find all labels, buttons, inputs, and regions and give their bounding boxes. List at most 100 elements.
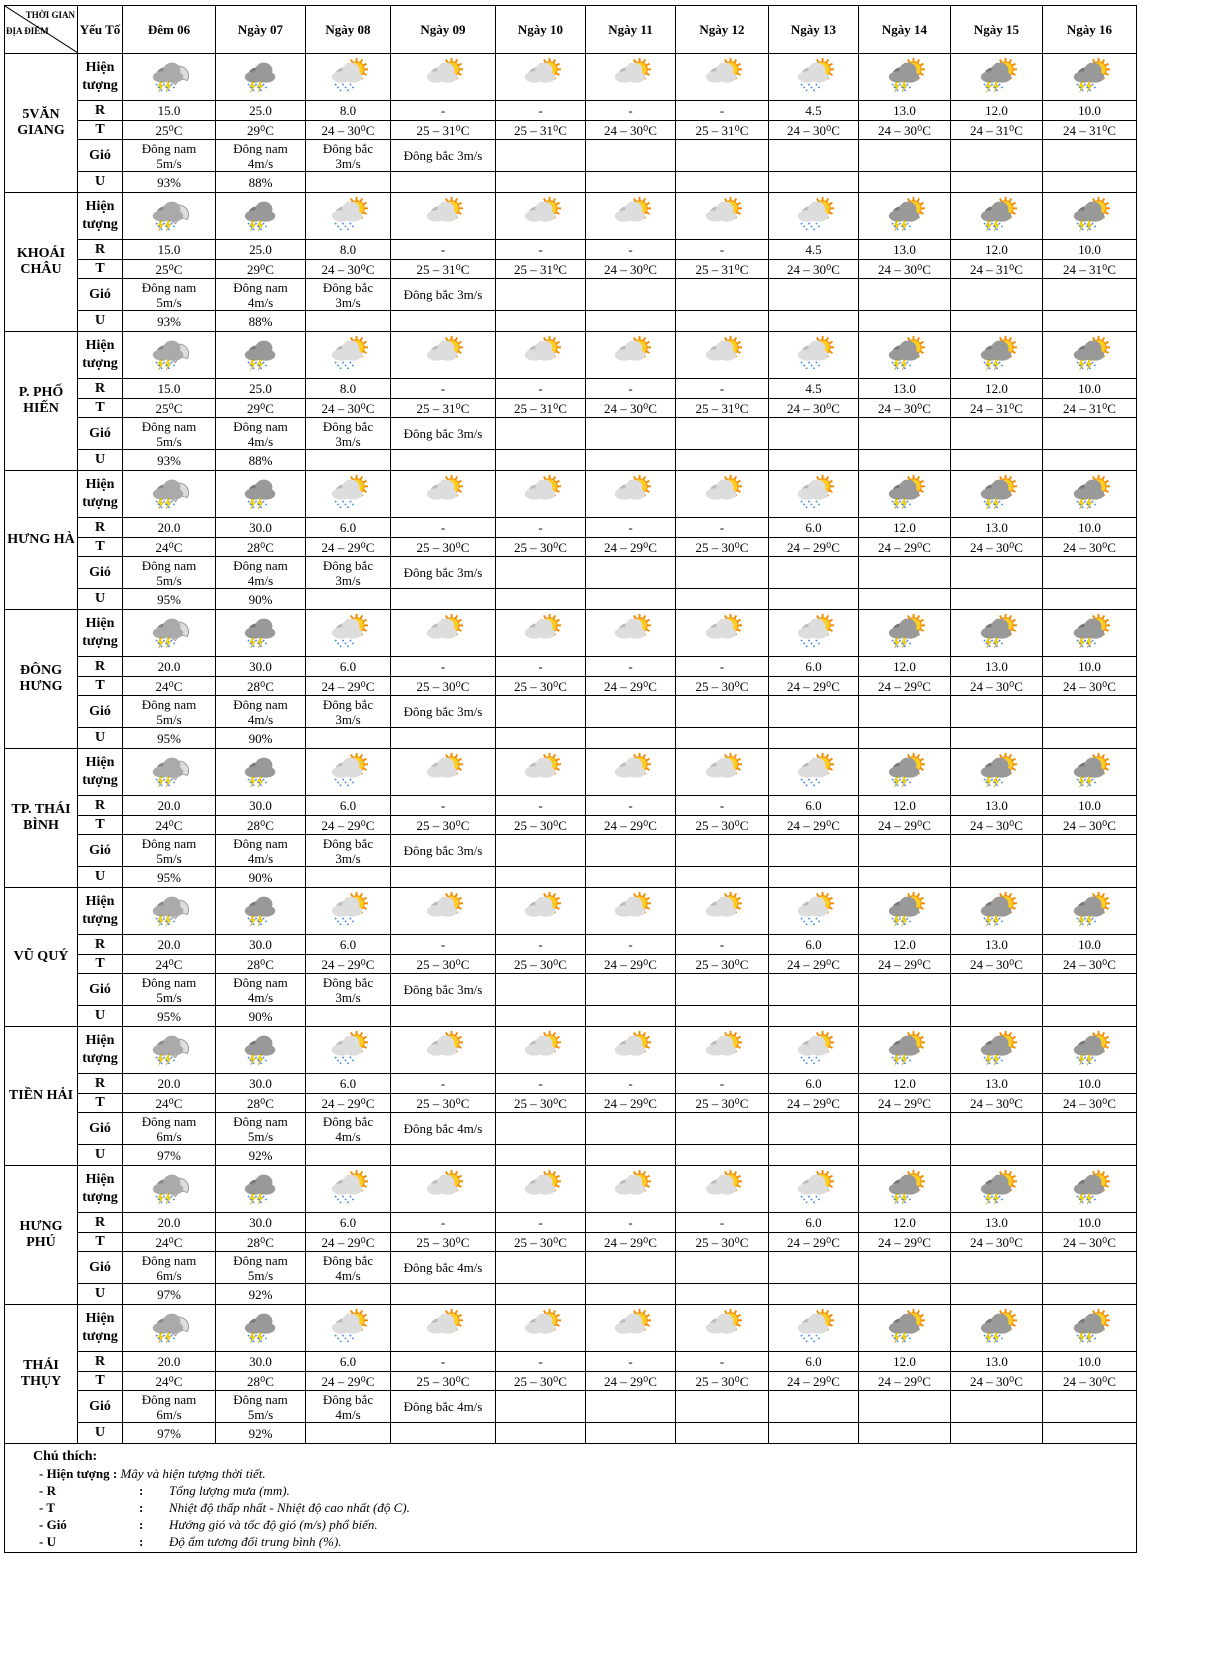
wind-cell <box>1042 139 1137 172</box>
rain-cell: 6.0 <box>768 795 859 816</box>
temp-cell: 25 – 30⁰C <box>495 537 586 557</box>
weather-cell <box>122 887 216 935</box>
temp-cell: 24 – 29⁰C <box>585 815 676 835</box>
humidity-cell <box>1042 171 1137 193</box>
rain-row: R 20.0 30.0 6.0- - - -6.0 12.0 13.0 10.0 <box>5 517 1137 538</box>
factor-temp: T <box>77 1093 123 1113</box>
wind-cell <box>495 139 586 172</box>
sun-thunderstorm-icon <box>888 335 925 370</box>
humidity-cell <box>585 171 676 193</box>
rain-cell: 30.0 <box>215 656 306 677</box>
factor-wind: Gió <box>77 139 123 172</box>
weather-cell <box>495 470 586 518</box>
rain-cell: - <box>585 795 676 816</box>
humidity-cell <box>675 1005 769 1027</box>
wind-cell <box>768 695 859 728</box>
wind-cell: Đông nam 6m/s <box>122 1112 216 1145</box>
sun-cloud-icon <box>524 1030 561 1056</box>
weather-cell <box>305 53 391 101</box>
rain-cell: 12.0 <box>858 1212 951 1233</box>
wind-cell <box>675 834 769 867</box>
humidity-cell <box>858 1422 951 1444</box>
sun-cloud-icon <box>614 57 651 83</box>
humidity-cell <box>390 588 496 610</box>
humidity-cell <box>305 1283 391 1305</box>
wind-cell <box>858 278 951 311</box>
temp-cell: 24 – 30⁰C <box>950 1093 1043 1113</box>
humidity-cell: 93% <box>122 310 216 332</box>
weather-cell <box>495 1304 586 1352</box>
day-header: Ngày 15 <box>950 5 1043 54</box>
legend-key: - U <box>39 1534 56 1549</box>
wind-cell <box>858 1251 951 1284</box>
wind-cell: Đông nam 6m/s <box>122 1251 216 1284</box>
temp-cell: 24 – 30⁰C <box>1042 1371 1137 1391</box>
weather-cell <box>585 1165 676 1213</box>
temp-cell: 28⁰C <box>215 1371 306 1391</box>
thunderstorm-rain-icon <box>244 1035 275 1065</box>
rain-cell: 13.0 <box>950 934 1043 955</box>
legend-item: - Gió: Hướng gió và tốc độ gió (m/s) phổ … <box>39 1516 1136 1533</box>
temp-cell: 24 – 29⁰C <box>858 954 951 974</box>
thunderstorm-rain-icon <box>244 340 275 370</box>
weather-cell <box>585 470 676 518</box>
legend-key: - T <box>39 1500 56 1515</box>
humidity-cell <box>305 1422 391 1444</box>
temp-cell: 24 – 29⁰C <box>858 1371 951 1391</box>
wind-cell: Đông bắc 4m/s <box>390 1112 496 1145</box>
wind-row: Gió Đông nam 5m/s Đông nam 4m/s Đông bắc 3m… <box>5 417 1137 450</box>
sun-cloud-rain-icon <box>331 57 368 91</box>
phenomenon-row: P. PHỐ HIẾN Hiện tượng <box>4 331 1137 471</box>
weather-cell <box>1042 1165 1137 1213</box>
weather-cell <box>390 192 496 240</box>
thunderstorm-rain-icon <box>244 1174 275 1204</box>
weather-cell <box>305 1165 391 1213</box>
weather-cell <box>768 748 859 796</box>
rain-cell: - <box>390 239 496 260</box>
temp-cell: 24 – 30⁰C <box>1042 815 1137 835</box>
sun-cloud-icon <box>614 335 651 361</box>
humidity-row: U 95% 90% <box>5 1005 1137 1027</box>
sun-cloud-icon <box>426 196 463 222</box>
temp-cell: 25 – 30⁰C <box>390 815 496 835</box>
temp-cell: 25 – 30⁰C <box>675 1232 769 1252</box>
rain-cell: - <box>675 378 769 399</box>
location-label: ĐỊA ĐIỂM <box>6 26 49 36</box>
humidity-cell <box>1042 1144 1137 1166</box>
temp-cell: 25⁰C <box>122 259 216 279</box>
wind-cell <box>858 1112 951 1145</box>
weather-cell <box>390 1165 496 1213</box>
sun-cloud-rain-icon <box>797 613 834 647</box>
humidity-cell <box>495 727 586 749</box>
rain-cell: 13.0 <box>950 795 1043 816</box>
wind-cell <box>585 1390 676 1423</box>
rain-cell: 13.0 <box>950 656 1043 677</box>
weather-cell <box>495 192 586 240</box>
humidity-cell <box>768 171 859 193</box>
rain-cell: - <box>495 517 586 538</box>
sun-cloud-icon <box>705 1169 742 1195</box>
sun-cloud-rain-icon <box>797 196 834 230</box>
sun-cloud-icon <box>426 1169 463 1195</box>
wind-cell <box>495 278 586 311</box>
weather-cell <box>305 470 391 518</box>
wind-cell <box>1042 834 1137 867</box>
legend-key: - Gió <box>39 1517 67 1532</box>
weather-cell <box>122 192 216 240</box>
rain-cell: - <box>390 656 496 677</box>
humidity-cell <box>305 171 391 193</box>
sun-cloud-icon <box>614 891 651 917</box>
wind-cell: Đông bắc 3m/s <box>305 973 391 1006</box>
humidity-cell <box>390 310 496 332</box>
wind-row: Gió Đông nam 5m/s Đông nam 4m/s Đông bắc 3m… <box>5 834 1137 867</box>
sun-cloud-icon <box>614 1030 651 1056</box>
temp-cell: 25 – 31⁰C <box>675 259 769 279</box>
wind-cell <box>858 973 951 1006</box>
temp-cell: 24 – 31⁰C <box>1042 259 1137 279</box>
humidity-cell <box>675 1283 769 1305</box>
rain-cell: 25.0 <box>215 100 306 121</box>
humidity-cell <box>675 727 769 749</box>
day-header: Đêm 06 <box>122 5 216 54</box>
temp-cell: 25 – 30⁰C <box>390 537 496 557</box>
wind-cell <box>1042 1112 1137 1145</box>
